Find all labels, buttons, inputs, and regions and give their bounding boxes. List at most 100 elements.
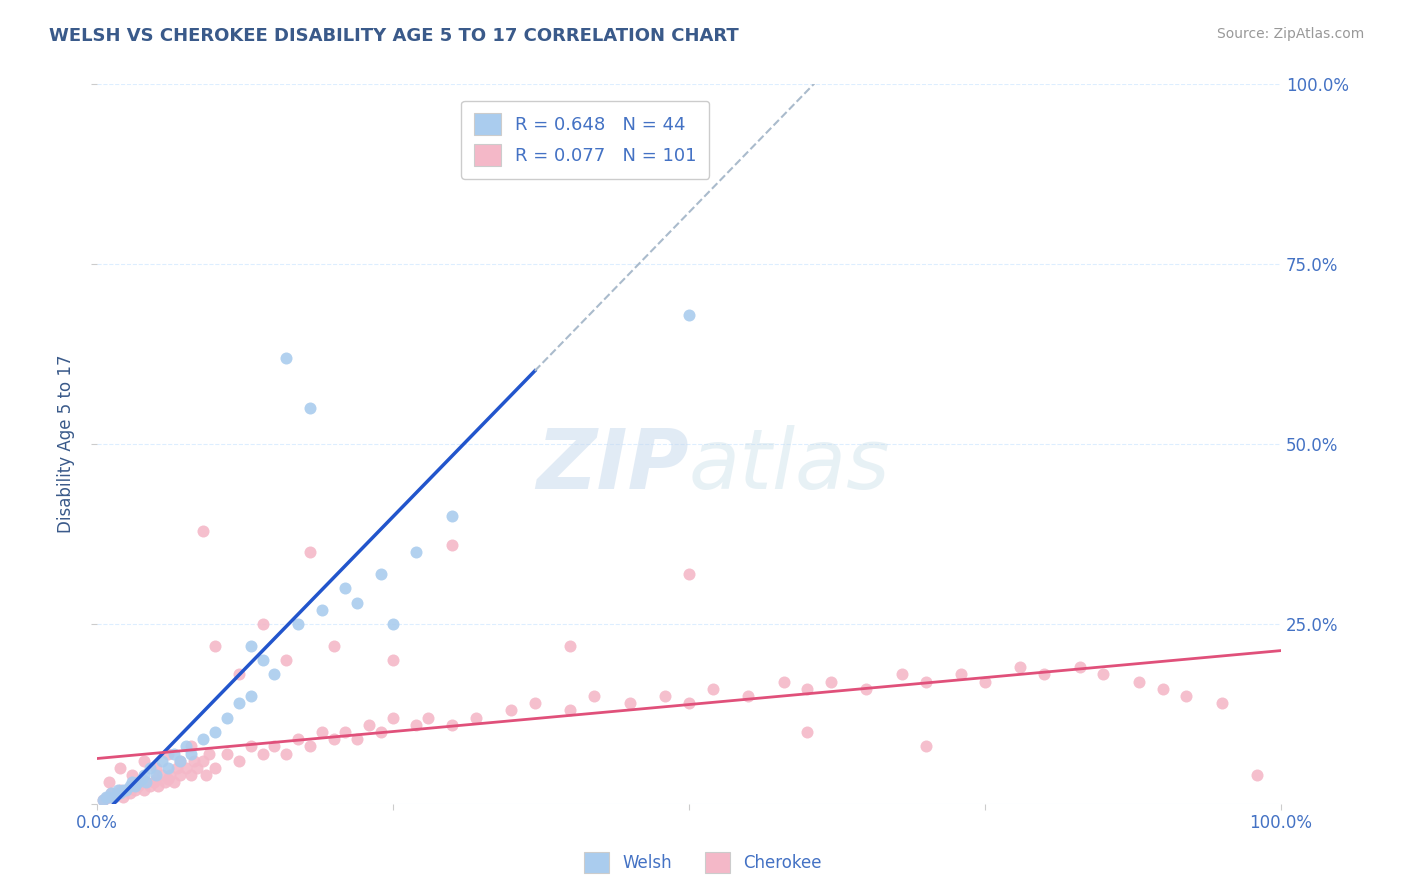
Point [124, 779, 146, 793]
Text: Source: ZipAtlas.com: Source: ZipAtlas.com [1216, 27, 1364, 41]
Point [311, 725, 333, 739]
Point [132, 754, 155, 768]
Point [135, 775, 157, 789]
Point [322, 732, 344, 747]
Point [440, 509, 463, 524]
Y-axis label: Disability Age 5 to 17: Disability Age 5 to 17 [58, 355, 75, 533]
Point [159, 768, 181, 782]
Point [405, 545, 427, 559]
Point [501, 703, 523, 717]
Point [560, 639, 582, 653]
Point [654, 689, 676, 703]
Point [678, 696, 700, 710]
Point [204, 761, 226, 775]
Point [346, 595, 368, 609]
Point [193, 524, 215, 538]
Point [370, 725, 392, 739]
Point [619, 696, 641, 710]
Point [239, 689, 262, 703]
Point [1211, 696, 1233, 710]
Point [110, 786, 132, 800]
Point [150, 754, 173, 768]
Point [121, 768, 143, 782]
Legend: Welsh, Cherokee: Welsh, Cherokee [578, 846, 828, 880]
Point [440, 718, 463, 732]
Point [1175, 689, 1198, 703]
Point [298, 739, 321, 754]
Point [115, 782, 138, 797]
Point [1246, 768, 1268, 782]
Point [131, 772, 153, 786]
Point [298, 545, 321, 559]
Point [228, 667, 250, 681]
Point [145, 768, 167, 782]
Point [132, 768, 155, 782]
Point [276, 653, 298, 667]
Point [204, 639, 226, 653]
Point [198, 747, 221, 761]
Point [180, 747, 202, 761]
Point [298, 401, 321, 416]
Point [204, 725, 226, 739]
Point [91, 793, 114, 807]
Point [142, 775, 165, 789]
Text: WELSH VS CHEROKEE DISABILITY AGE 5 TO 17 CORRELATION CHART: WELSH VS CHEROKEE DISABILITY AGE 5 TO 17… [49, 27, 740, 45]
Point [111, 782, 134, 797]
Point [1128, 674, 1150, 689]
Point [335, 581, 357, 595]
Point [194, 768, 217, 782]
Point [464, 711, 486, 725]
Point [322, 639, 344, 653]
Point [163, 775, 186, 789]
Point [252, 653, 274, 667]
Point [156, 772, 179, 786]
Point [156, 761, 179, 775]
Point [1010, 660, 1032, 674]
Point [215, 711, 238, 725]
Point [381, 711, 404, 725]
Point [914, 674, 936, 689]
Point [180, 768, 202, 782]
Point [145, 761, 167, 775]
Point [174, 761, 197, 775]
Point [97, 789, 120, 804]
Point [174, 739, 197, 754]
Point [118, 786, 141, 800]
Point [263, 667, 285, 681]
Point [702, 681, 724, 696]
Point [107, 786, 129, 800]
Point [1069, 660, 1091, 674]
Point [950, 667, 973, 681]
Point [111, 789, 134, 804]
Point [139, 761, 162, 775]
Point [96, 789, 118, 804]
Point [239, 739, 262, 754]
Point [855, 681, 877, 696]
Point [127, 775, 149, 789]
Point [96, 791, 118, 805]
Point [583, 689, 606, 703]
Point [145, 772, 167, 786]
Point [405, 718, 427, 732]
Point [169, 754, 191, 768]
Point [891, 667, 914, 681]
Point [166, 761, 188, 775]
Point [228, 696, 250, 710]
Point [100, 786, 122, 800]
Point [118, 779, 141, 793]
Point [193, 754, 215, 768]
Point [156, 747, 179, 761]
Point [155, 775, 177, 789]
Point [139, 779, 162, 793]
Point [678, 308, 700, 322]
Point [239, 639, 262, 653]
Point [973, 674, 995, 689]
Point [523, 106, 546, 120]
Point [1033, 667, 1056, 681]
Point [97, 789, 120, 804]
Point [131, 775, 153, 789]
Point [110, 782, 132, 797]
Point [180, 739, 202, 754]
Point [252, 617, 274, 632]
Point [381, 653, 404, 667]
